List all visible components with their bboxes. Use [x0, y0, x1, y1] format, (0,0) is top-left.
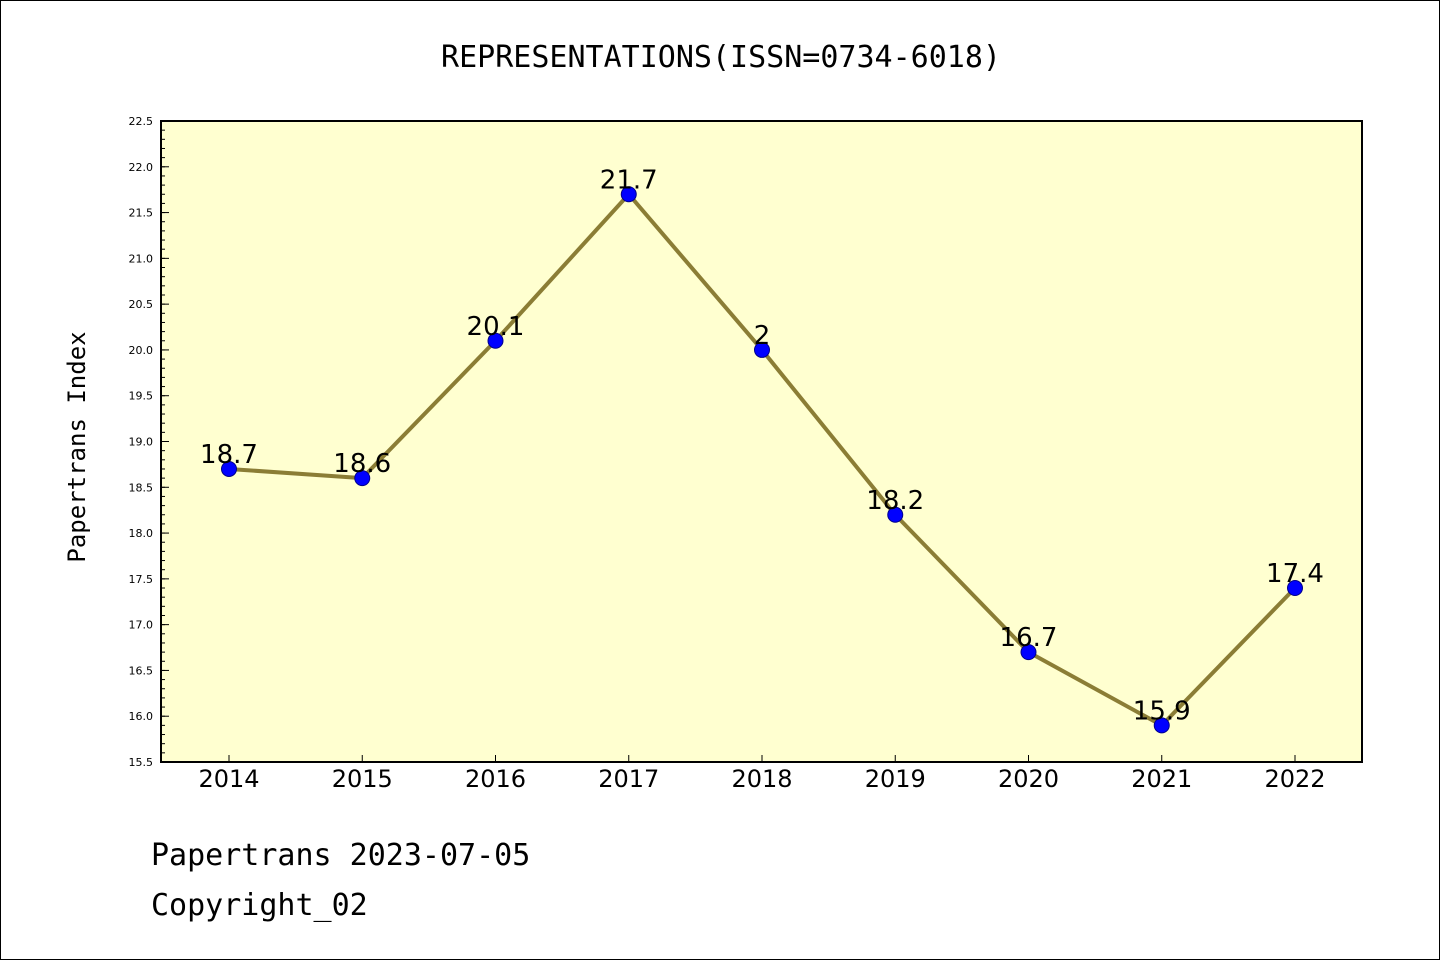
data-label: 16.7 — [1000, 623, 1058, 653]
data-label: 18.7 — [200, 440, 258, 470]
plot-area — [161, 121, 1362, 762]
x-tick-label: 2015 — [332, 765, 393, 793]
data-label: 15.9 — [1133, 696, 1191, 726]
x-tick-label: 2022 — [1264, 765, 1325, 793]
y-tick-label: 16.5 — [129, 664, 154, 677]
data-label: 21.7 — [600, 165, 658, 195]
y-tick-label: 17.5 — [129, 573, 154, 586]
data-point — [221, 460, 237, 477]
y-tick-label: 20.5 — [129, 298, 154, 311]
data-label: 20.1 — [467, 312, 525, 342]
x-axis: 2014 2015 2016 2017 2018 2019 2020 2021 2022 — [198, 755, 1326, 793]
data-point — [620, 186, 637, 203]
y-axis-label: Papertrans Index — [63, 331, 91, 562]
x-tick-label: 2019 — [865, 765, 926, 793]
x-tick-label: 2021 — [1131, 765, 1192, 793]
data-point — [1153, 717, 1170, 734]
data-point — [887, 506, 904, 523]
data-label: 18.2 — [866, 486, 924, 516]
y-tick-label: 21.0 — [129, 252, 154, 265]
x-tick-label: 2018 — [731, 765, 792, 793]
y-tick-label: 20.0 — [129, 344, 154, 357]
x-tick-label: 2016 — [465, 765, 526, 793]
x-tick-label: 2014 — [198, 765, 259, 793]
x-tick-label: 2020 — [998, 765, 1059, 793]
x-tick-label: 2017 — [598, 765, 659, 793]
y-tick-label: 21.5 — [129, 207, 154, 220]
footer-copyright: Copyright_02 — [151, 888, 368, 923]
data-label: 18.6 — [333, 449, 391, 479]
y-tick-label: 18.0 — [129, 527, 154, 540]
y-tick-label: 19.0 — [129, 436, 154, 449]
y-tick-label: 16.0 — [129, 710, 154, 723]
data-point — [487, 332, 504, 349]
y-tick-label: 17.0 — [129, 619, 154, 632]
data-point — [1287, 580, 1303, 597]
y-axis: 15.5 16.0 16.5 17.0 17.5 18.0 18.5 19.0 19.5 20.0… — [129, 115, 169, 769]
y-tick-label: 22.0 — [129, 161, 154, 174]
data-point — [354, 470, 371, 487]
y-tick-label: 18.5 — [129, 481, 154, 494]
data-point — [1020, 644, 1037, 661]
data-label: 2 — [754, 321, 771, 351]
data-labels: 18.7 18.6 20.1 21.7 2 18.2 16.7 15.9 17.4 — [200, 165, 1324, 726]
plot-border — [160, 120, 1363, 763]
chart-title: REPRESENTATIONS(ISSN=0734-6018) — [441, 40, 1001, 75]
y-tick-label: 15.5 — [129, 756, 154, 769]
y-tick-label: 19.5 — [129, 390, 154, 403]
data-points — [221, 186, 1303, 734]
data-point — [754, 341, 770, 358]
data-label: 17.4 — [1266, 559, 1324, 589]
y-tick-label: 22.5 — [129, 115, 154, 128]
footer-date: Papertrans 2023-07-05 — [151, 838, 530, 873]
